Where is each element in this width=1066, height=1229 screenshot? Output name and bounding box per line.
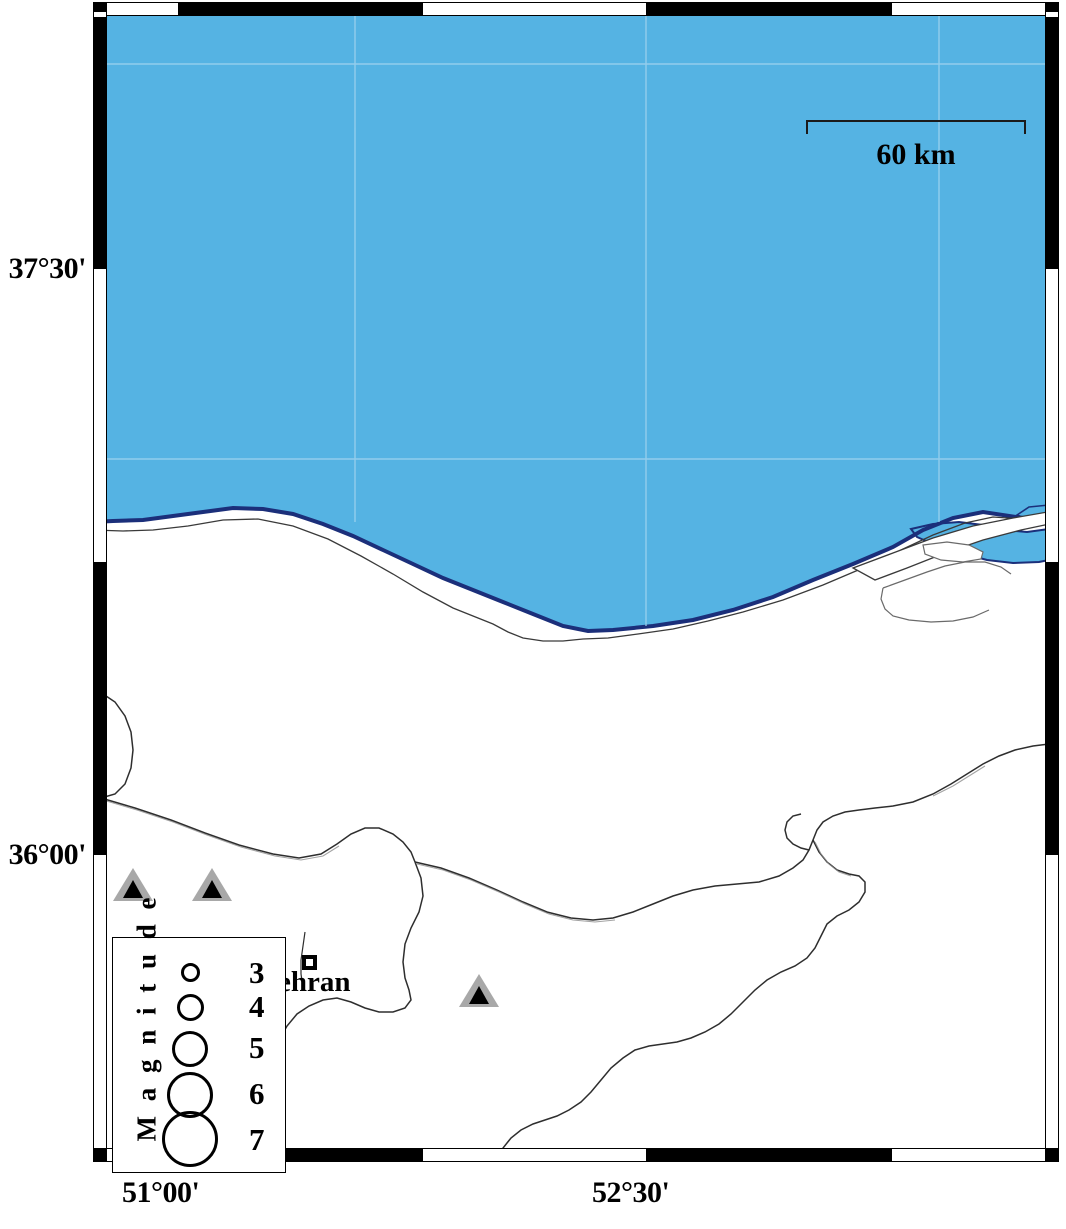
station-triangle-1[interactable] xyxy=(113,868,153,901)
legend-circle-m5 xyxy=(172,1031,208,1067)
map-clip xyxy=(93,2,1059,1162)
province-borders-shadow xyxy=(102,765,986,923)
frame-tick xyxy=(1046,1148,1058,1161)
legend-circle-m3 xyxy=(181,963,200,982)
legend-row-m7: 7 xyxy=(162,1110,283,1170)
station-triangle-2[interactable] xyxy=(192,868,232,901)
legend-row-m3: 3 xyxy=(165,955,283,990)
legend-value-m7: 7 xyxy=(249,1122,265,1157)
frame-tick xyxy=(1046,562,1058,855)
latitude-label-3600: 36°00' xyxy=(8,838,87,871)
legend-value-m3: 3 xyxy=(249,955,265,990)
legend-value-m5: 5 xyxy=(249,1030,265,1065)
station-triangle-inner xyxy=(123,880,143,898)
frame-tick xyxy=(94,17,106,269)
longitude-label-5230: 52°30' xyxy=(592,1176,670,1209)
legend-value-m6: 6 xyxy=(249,1076,265,1111)
frame-tick xyxy=(646,1149,892,1161)
lagoon-island xyxy=(922,541,984,563)
frame-tick xyxy=(94,562,106,855)
legend-row-m5: 5 xyxy=(165,1028,283,1072)
longitude-label-5100: 51°00' xyxy=(122,1176,200,1209)
magnitude-legend: M a g n i t u d e 3 4 5 6 7 xyxy=(112,893,286,1173)
legend-circle-m7 xyxy=(162,1111,218,1167)
frame-tick xyxy=(1046,3,1058,12)
lagoon-inner-shore-2 xyxy=(880,587,990,623)
legend-title: M a g n i t u d e xyxy=(131,893,162,1142)
frame-tick xyxy=(94,3,106,12)
frame-tick xyxy=(646,3,892,15)
tehran-city-label: ehran xyxy=(278,966,351,998)
lagoon-inner-shore xyxy=(882,561,1012,589)
scale-bar-label: 60 km xyxy=(876,138,956,171)
tehran-city-marker[interactable] xyxy=(302,955,317,970)
latitude-label-3730: 37°30' xyxy=(8,252,87,285)
station-triangle-3[interactable] xyxy=(459,974,499,1007)
graticule-grid xyxy=(93,2,1059,626)
river-line xyxy=(300,931,306,989)
frame-tick xyxy=(1046,17,1058,269)
map-plot-area[interactable] xyxy=(93,2,1059,1162)
caspian-sea-water xyxy=(93,2,1059,631)
frame-tick xyxy=(94,1148,106,1161)
station-triangle-inner xyxy=(202,880,222,898)
legend-value-m4: 4 xyxy=(249,989,265,1024)
scale-bar: 60 km xyxy=(806,120,1026,180)
legend-row-m4: 4 xyxy=(165,989,283,1028)
station-triangle-inner xyxy=(469,986,489,1004)
caspian-coastline xyxy=(93,505,1059,634)
scale-bar-bracket xyxy=(806,120,1026,134)
frame-tick xyxy=(178,3,423,15)
legend-circle-m4 xyxy=(177,994,204,1021)
